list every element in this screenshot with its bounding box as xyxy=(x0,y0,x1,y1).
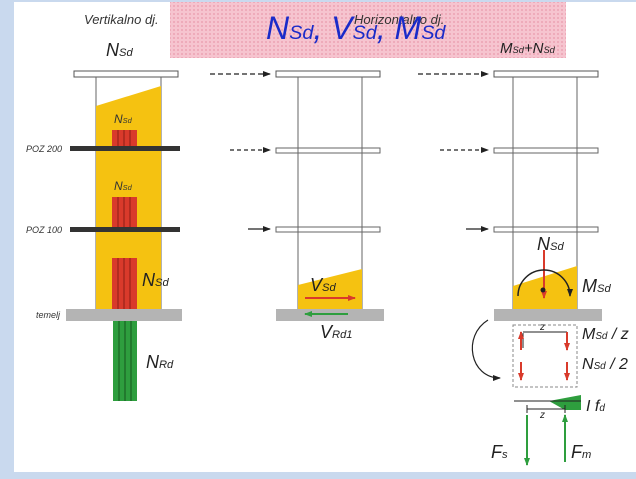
top-slab-3 xyxy=(493,70,599,78)
couple-box xyxy=(512,324,578,388)
floor-slab-poz200 xyxy=(70,146,180,151)
top-slab-2 xyxy=(275,70,381,78)
floor-label-poz100: POZ 100 xyxy=(26,225,63,235)
force-label-steel: Fs xyxy=(491,442,508,462)
diagram-title: NSd, VSd, MSd xyxy=(266,10,446,46)
foundation-label: temelj xyxy=(36,310,61,320)
col3-axial-label: NSd xyxy=(537,234,564,254)
foundation-1 xyxy=(66,309,182,321)
col1-inner-label-1: NSd xyxy=(114,112,132,126)
title-banner xyxy=(170,2,566,58)
shear-load-label: VSd xyxy=(310,275,336,295)
couple-label-moment: MSd / z xyxy=(582,326,629,343)
col1-top-label: NSd xyxy=(106,40,133,60)
floor-label-poz200: POZ 200 xyxy=(26,144,63,154)
horizontal-action-label: Horizontalno dj. xyxy=(354,12,445,27)
lever-arm-label: z xyxy=(540,322,545,333)
top-slab-1 xyxy=(73,70,179,78)
vertical-action-label: Vertikalno dj. xyxy=(84,12,159,27)
col3-moment-label: MSd xyxy=(582,276,611,296)
transfer-arrows xyxy=(210,71,489,232)
column-1 xyxy=(66,70,182,401)
lever-arm-label-2: z xyxy=(540,410,545,421)
couple-label-axial: NSd / 2 xyxy=(582,356,628,373)
foundation-3 xyxy=(494,309,602,321)
floor-slab-poz100 xyxy=(70,227,180,232)
shear-resistance-label: VRd1 xyxy=(320,322,353,342)
column-2 xyxy=(275,70,384,321)
col1-inner-label-3: NSd xyxy=(142,270,169,290)
column-3 xyxy=(471,70,602,466)
design-strength-label: I fd xyxy=(586,398,605,415)
stress-block xyxy=(549,395,581,410)
col1-inner-label-2: NSd xyxy=(114,179,132,193)
force-label-masonry: Fm xyxy=(571,442,592,462)
col1-resistance-label: NRd xyxy=(146,352,174,372)
col3-top-label: MSd+NSd xyxy=(500,40,555,57)
